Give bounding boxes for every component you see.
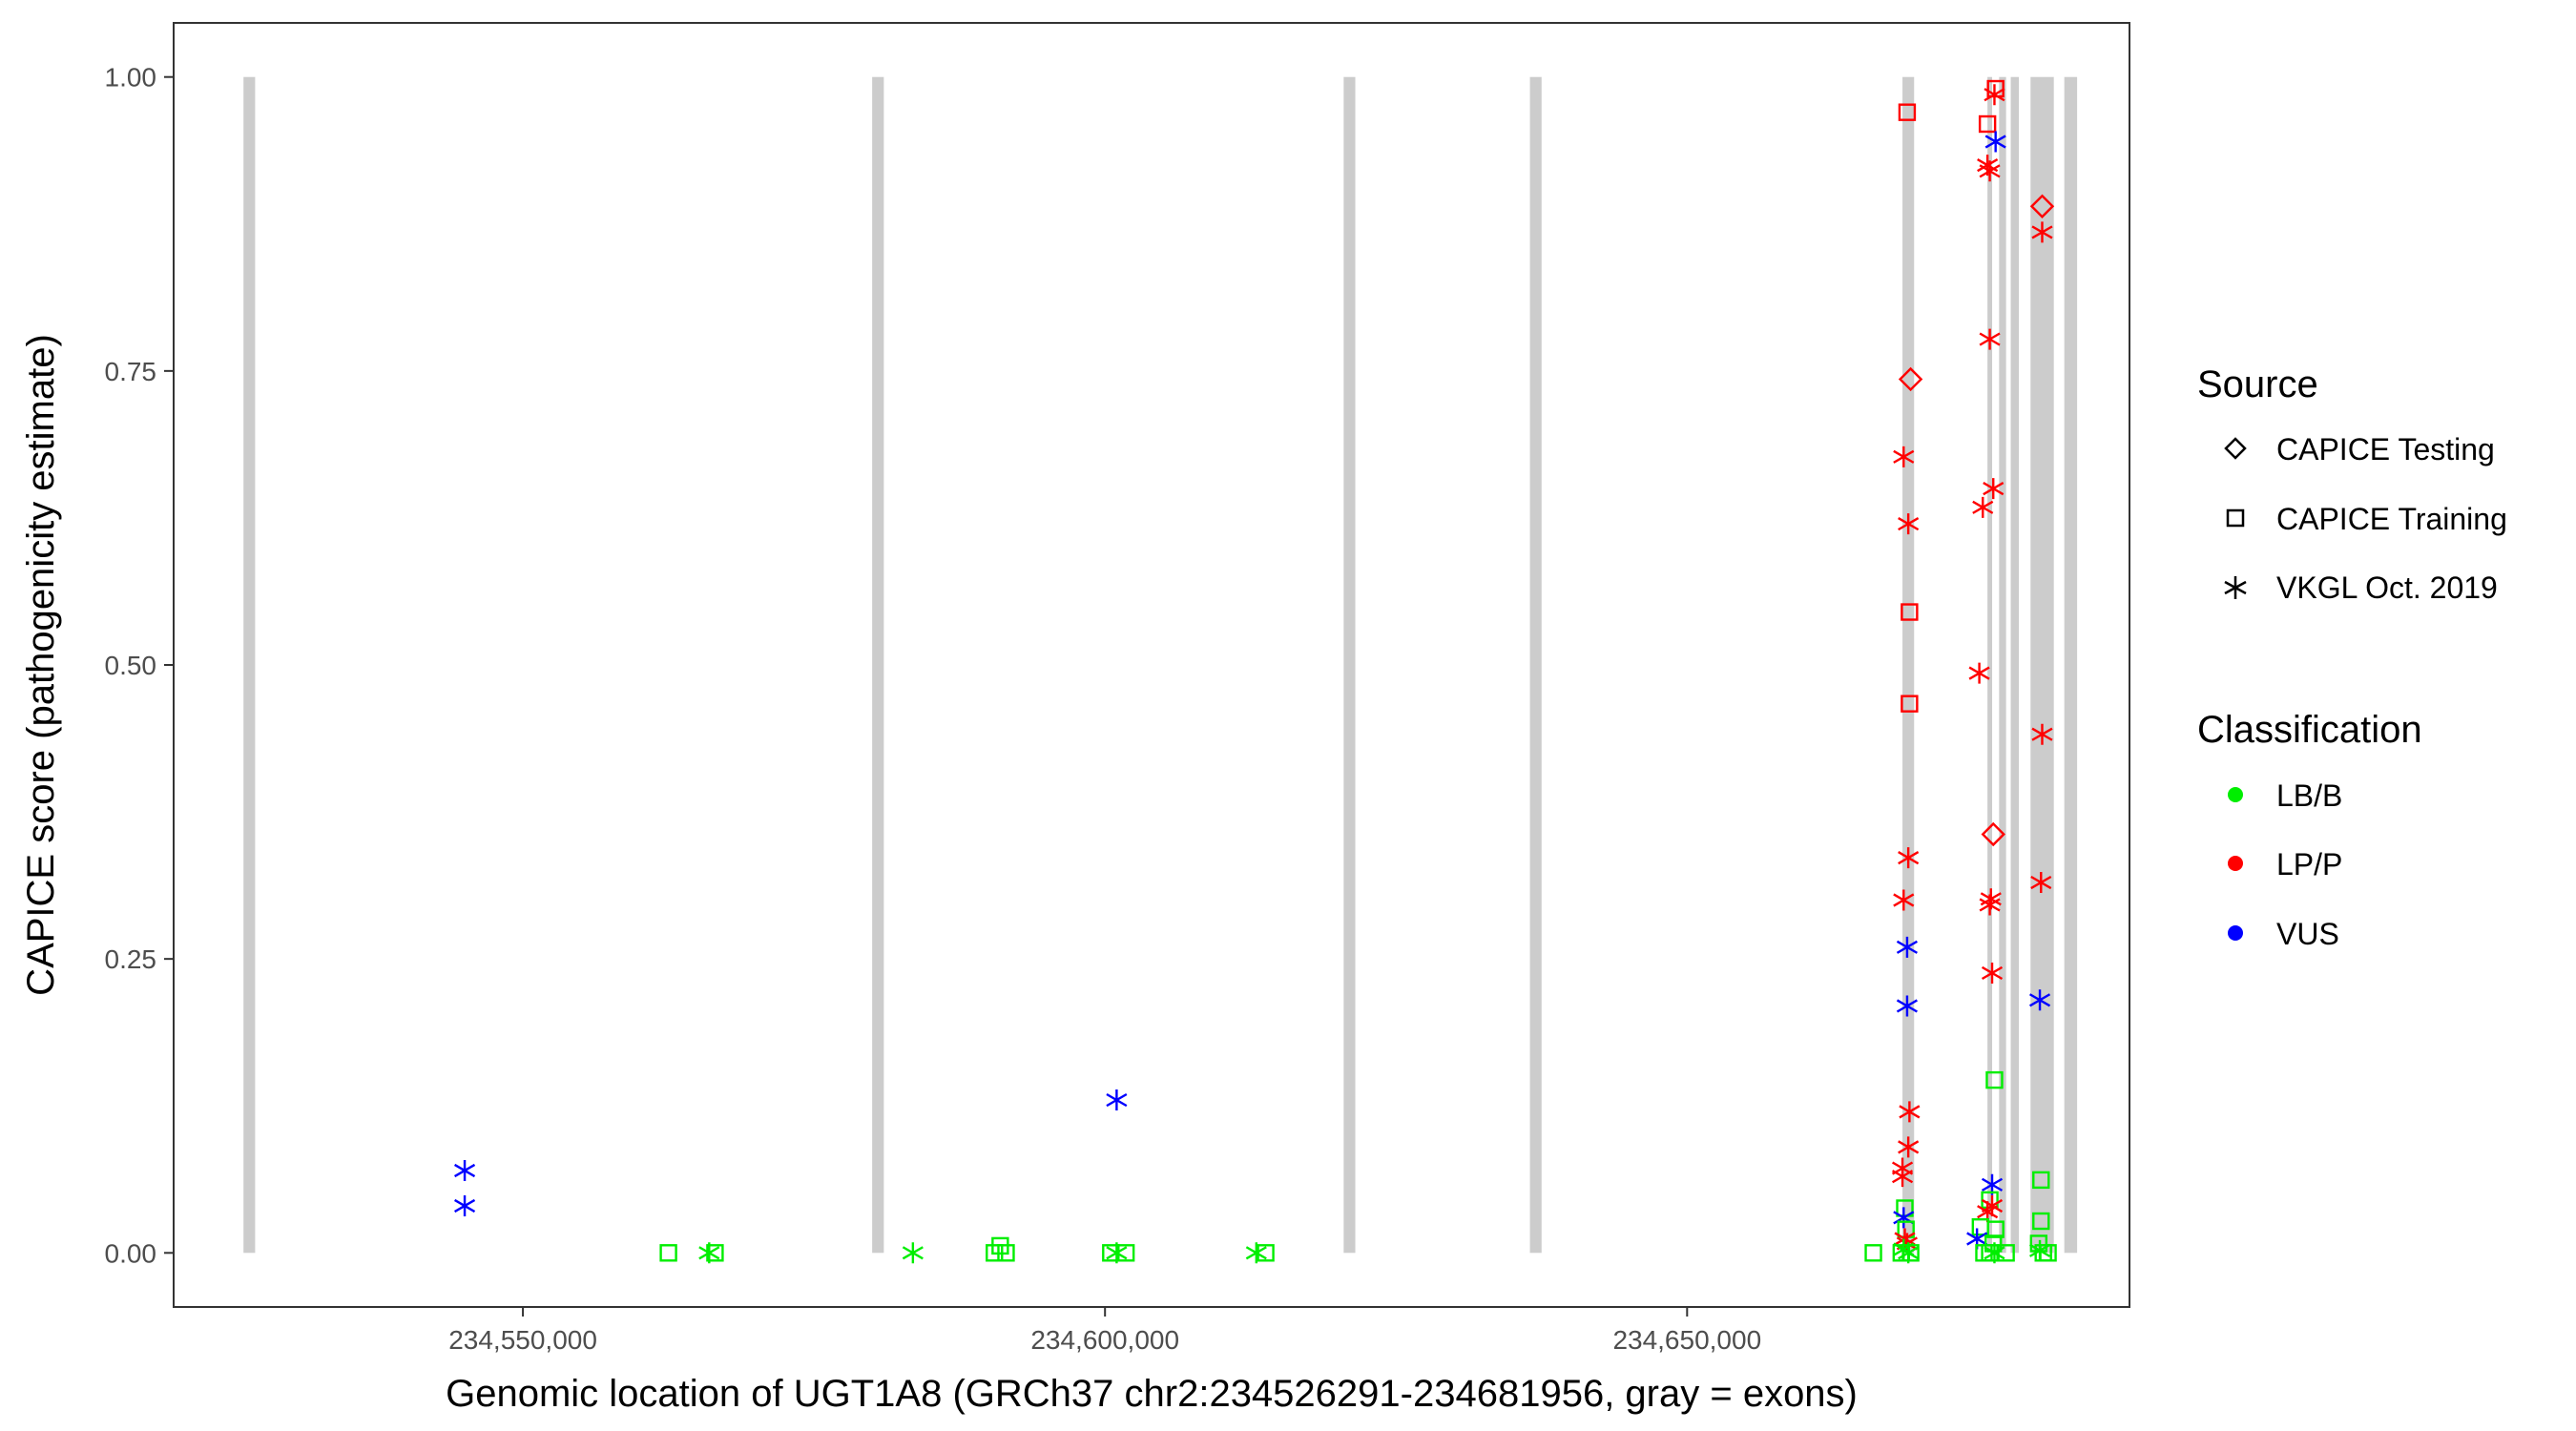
- exon-band: [1529, 76, 1542, 1254]
- data-point-square: [1898, 103, 1917, 121]
- data-point-square: [1864, 1244, 1882, 1262]
- data-point-asterisk: [1981, 962, 2004, 984]
- data-point-asterisk: [1106, 1242, 1128, 1264]
- x-tick-label: 234,600,000: [1030, 1325, 1179, 1355]
- data-point-asterisk: [1979, 894, 2001, 916]
- data-point-diamond: [1981, 821, 2005, 847]
- exon-band: [1343, 76, 1356, 1254]
- exon-bands: [243, 76, 2078, 1254]
- exon-band: [1999, 76, 2006, 1254]
- legend-diamond-icon: [2224, 437, 2247, 460]
- data-point-asterisk: [1898, 847, 1920, 869]
- legend-source-entry-training: CAPICE Training: [2226, 502, 2507, 536]
- data-point-asterisk: [1896, 936, 1918, 958]
- legend-source-entry-vkgl: VKGL Oct. 2019: [2224, 570, 2498, 605]
- data-point-square: [2032, 1171, 2050, 1190]
- data-point-asterisk: [1898, 513, 1920, 535]
- legend-asterisk-icon: [2224, 576, 2247, 599]
- data-point-asterisk: [1106, 1089, 1128, 1111]
- data-point-asterisk: [1984, 1242, 2005, 1264]
- legend-class-entry-lbb: LB/B: [2228, 778, 2342, 813]
- x-axis-ticks: 234,550,000 234,600,000 234,650,000: [448, 1307, 1761, 1355]
- legend: Source CAPICE Testing CAPICE Training VK…: [2197, 363, 2507, 951]
- data-point-square: [1901, 695, 1919, 713]
- exon-band: [1987, 76, 1993, 1254]
- data-point-square: [1997, 1244, 2015, 1262]
- legend-source-title: Source: [2197, 363, 2318, 405]
- data-point-square: [659, 1244, 677, 1262]
- data-point-square: [1901, 603, 1919, 621]
- data-point-asterisk: [2028, 989, 2051, 1011]
- data-points: [454, 79, 2057, 1264]
- data-point-square: [1985, 1070, 2004, 1089]
- data-point-asterisk: [1979, 328, 2001, 350]
- data-point-square: [1986, 79, 2005, 98]
- legend-source-entry-testing: CAPICE Testing: [2224, 432, 2495, 467]
- data-point-square: [997, 1244, 1015, 1262]
- data-point-asterisk: [1893, 889, 1915, 911]
- legend-class-label: LB/B: [2276, 778, 2342, 813]
- data-point-asterisk: [1891, 1166, 1914, 1188]
- data-point-asterisk: [454, 1160, 476, 1182]
- data-point-asterisk: [1972, 496, 1994, 518]
- data-point-asterisk: [1968, 662, 1990, 684]
- y-axis-title: CAPICE score (pathogenicity estimate): [20, 334, 62, 996]
- data-point-asterisk: [2031, 221, 2053, 243]
- data-point-asterisk: [454, 1195, 476, 1216]
- legend-class-label: LP/P: [2276, 847, 2342, 881]
- legend-source-label: CAPICE Training: [2276, 502, 2507, 536]
- legend-source-label: CAPICE Testing: [2276, 432, 2495, 467]
- legend-classification-title: Classification: [2197, 709, 2422, 751]
- x-axis-title: Genomic location of UGT1A8 (GRCh37 chr2:…: [446, 1373, 1858, 1415]
- x-tick-label: 234,650,000: [1612, 1325, 1761, 1355]
- data-point-asterisk: [2031, 723, 2053, 745]
- x-tick-label: 234,550,000: [448, 1325, 597, 1355]
- legend-class-entry-vus: VUS: [2228, 917, 2339, 951]
- y-tick-label: 0.25: [105, 944, 157, 974]
- exon-band: [1902, 76, 1915, 1254]
- y-tick-label: 0.75: [105, 357, 157, 386]
- y-tick-label: 0.00: [105, 1238, 157, 1268]
- data-point-asterisk: [1984, 131, 2006, 153]
- exon-band: [2064, 76, 2078, 1254]
- exon-band: [2030, 76, 2054, 1254]
- data-point-diamond: [2029, 194, 2055, 218]
- legend-color-dot: [2228, 856, 2243, 871]
- y-axis-ticks: 0.00 0.25 0.50 0.75 1.00: [105, 63, 174, 1268]
- data-point-diamond: [1898, 366, 1923, 392]
- data-point-square: [1116, 1244, 1135, 1262]
- y-tick-label: 1.00: [105, 63, 157, 93]
- legend-source-label: VKGL Oct. 2019: [2276, 570, 2498, 605]
- exon-band: [243, 76, 256, 1254]
- data-point-square: [1257, 1244, 1275, 1262]
- data-point-asterisk: [1979, 160, 2001, 182]
- data-point-asterisk: [2030, 872, 2052, 894]
- data-point-asterisk: [1898, 1136, 1920, 1158]
- legend-color-dot: [2228, 925, 2243, 941]
- data-point-asterisk: [1245, 1242, 1267, 1264]
- data-point-asterisk: [1899, 1101, 1921, 1123]
- data-point-asterisk: [902, 1242, 924, 1264]
- data-point-square: [1892, 1244, 1911, 1262]
- data-point-square: [1978, 114, 1997, 134]
- legend-color-dot: [2228, 787, 2243, 802]
- data-point-asterisk: [1893, 446, 1915, 467]
- legend-square-icon: [2226, 508, 2245, 528]
- exon-band: [872, 76, 884, 1254]
- exon-band: [2010, 76, 2020, 1254]
- data-point-square: [1986, 1220, 2005, 1238]
- data-point-square: [706, 1244, 724, 1262]
- legend-class-entry-lpp: LP/P: [2228, 847, 2342, 881]
- data-point-asterisk: [1983, 478, 2005, 500]
- data-point-asterisk: [1896, 995, 1918, 1017]
- y-tick-label: 0.50: [105, 651, 157, 680]
- legend-class-label: VUS: [2276, 917, 2339, 951]
- data-point-square: [1901, 1244, 1920, 1262]
- data-point-square: [2032, 1212, 2050, 1231]
- data-point-square: [2039, 1244, 2057, 1262]
